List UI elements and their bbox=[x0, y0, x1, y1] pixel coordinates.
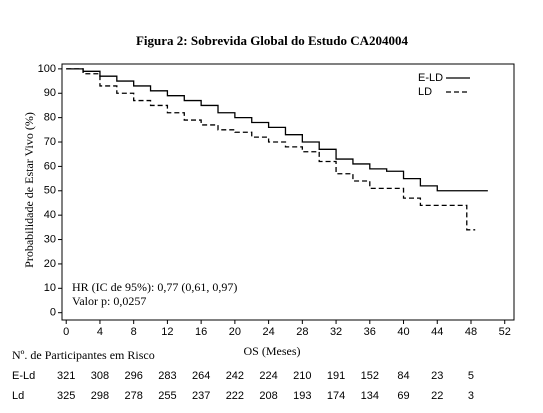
y-tick-label: 100 bbox=[38, 63, 56, 75]
risk-count: 5 bbox=[468, 370, 474, 382]
legend-label: LD bbox=[418, 86, 432, 98]
risk-count: 193 bbox=[293, 390, 311, 402]
y-tick-label: 20 bbox=[44, 258, 56, 270]
x-tick-label: 32 bbox=[330, 326, 342, 338]
risk-count: 222 bbox=[226, 390, 244, 402]
x-tick-label: 8 bbox=[131, 326, 137, 338]
risk-count: 134 bbox=[361, 390, 379, 402]
risk-count: 224 bbox=[259, 370, 277, 382]
x-tick-label: 4 bbox=[97, 326, 103, 338]
y-tick-label: 30 bbox=[44, 233, 56, 245]
x-tick-label: 20 bbox=[229, 326, 241, 338]
x-tick-label: 44 bbox=[431, 326, 443, 338]
survival-curve bbox=[66, 68, 488, 192]
x-tick-label: 0 bbox=[63, 326, 69, 338]
x-tick-label: 28 bbox=[296, 326, 308, 338]
legend-label: E-LD bbox=[418, 72, 443, 84]
y-axis-label: Probabilidade de Estar Vivo (%) bbox=[22, 112, 36, 268]
risk-count: 242 bbox=[226, 370, 244, 382]
risk-count: 296 bbox=[124, 370, 142, 382]
y-tick-label: 60 bbox=[44, 160, 56, 172]
x-tick-label: 48 bbox=[465, 326, 477, 338]
risk-count: 191 bbox=[327, 370, 345, 382]
risk-count: 298 bbox=[91, 390, 109, 402]
x-tick-label: 52 bbox=[499, 326, 511, 338]
survival-curve bbox=[66, 68, 476, 231]
y-tick-label: 40 bbox=[44, 209, 56, 221]
x-tick-label: 16 bbox=[195, 326, 207, 338]
y-tick-label: 90 bbox=[44, 87, 56, 99]
y-tick-label: 10 bbox=[44, 282, 56, 294]
plot-frame bbox=[61, 63, 515, 321]
risk-row-label: E-Ld bbox=[12, 370, 35, 382]
x-tick-label: 36 bbox=[364, 326, 376, 338]
risk-count: 23 bbox=[431, 370, 443, 382]
risk-count: 69 bbox=[397, 390, 409, 402]
x-tick-label: 40 bbox=[397, 326, 409, 338]
y-tick-label: 80 bbox=[44, 112, 56, 124]
y-tick-label: 50 bbox=[44, 185, 56, 197]
chart-title: Figura 2: Sobrevida Global do Estudo CA2… bbox=[136, 33, 409, 48]
risk-count: 174 bbox=[327, 390, 345, 402]
x-tick-label: 12 bbox=[161, 326, 173, 338]
risk-count: 325 bbox=[57, 390, 75, 402]
risk-row-label: Ld bbox=[12, 390, 24, 402]
x-tick-label: 24 bbox=[262, 326, 274, 338]
annotation: Valor p: 0,0257 bbox=[72, 294, 146, 308]
risk-count: 22 bbox=[431, 390, 443, 402]
risk-count: 283 bbox=[158, 370, 176, 382]
risk-count: 237 bbox=[192, 390, 210, 402]
x-axis-label: OS (Meses) bbox=[244, 344, 301, 358]
risk-count: 321 bbox=[57, 370, 75, 382]
risk-count: 255 bbox=[158, 390, 176, 402]
risk-count: 3 bbox=[468, 390, 474, 402]
risk-count: 278 bbox=[124, 390, 142, 402]
annotation: HR (IC de 95%): 0,77 (0,61, 0,97) bbox=[72, 280, 237, 294]
risk-count: 210 bbox=[293, 370, 311, 382]
risk-count: 152 bbox=[361, 370, 379, 382]
risk-count: 264 bbox=[192, 370, 210, 382]
y-tick-label: 0 bbox=[50, 307, 56, 319]
y-tick-label: 70 bbox=[44, 136, 56, 148]
risk-count: 84 bbox=[397, 370, 409, 382]
risk-count: 208 bbox=[259, 390, 277, 402]
risk-table-title: Nº. de Participantes em Risco bbox=[12, 348, 155, 362]
risk-count: 308 bbox=[91, 370, 109, 382]
